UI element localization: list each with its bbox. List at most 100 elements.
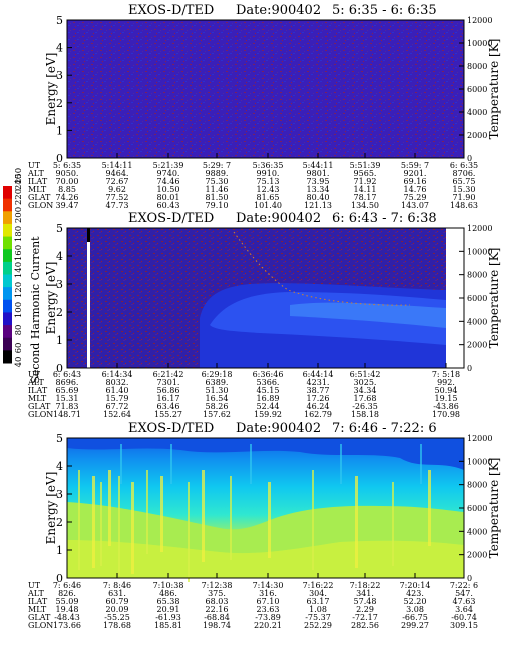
row-value: 47.63 (453, 597, 476, 606)
row-value: 47.73 (106, 201, 129, 210)
row-value: 9740. (157, 169, 180, 178)
row-value: 68.03 (206, 597, 229, 606)
row-value: -48.43 (54, 613, 80, 622)
row-value: 5:59: 7 (401, 161, 429, 170)
row-value: 159.92 (254, 410, 282, 419)
row-value: 77.52 (106, 193, 129, 202)
row-value: 16.89 (257, 394, 280, 403)
row-value: 6: 6:35 (450, 161, 478, 170)
y-tick-label: 4 (56, 250, 63, 263)
row-value: 81.50 (206, 193, 229, 202)
y-axis-label: Energy [eV] (44, 262, 58, 335)
row-value: 13.34 (307, 185, 330, 194)
row-value: 9201. (404, 169, 427, 178)
row-value: 5:36:35 (253, 161, 284, 170)
row-value: 9050. (56, 169, 79, 178)
row-value: 17.26 (307, 394, 330, 403)
row-label: ALT (27, 378, 44, 387)
row-value: 6:29:18 (202, 370, 233, 379)
row-value: 992. (437, 378, 455, 387)
row-value: 52.20 (404, 597, 427, 606)
row-value: 7:14:30 (253, 581, 284, 590)
y-tick-label: 2 (56, 306, 63, 319)
colorbar-tick-label: 200 (14, 207, 24, 223)
row-value: 185.81 (154, 621, 182, 630)
y-tick-label: 3 (56, 278, 63, 291)
colorbar-segment (3, 287, 12, 301)
y-tick-label: 4 (56, 42, 63, 55)
row-value: 309.15 (450, 621, 478, 630)
row-value: 173.66 (53, 621, 81, 630)
row-value: 65.75 (453, 177, 476, 186)
row-value: 252.29 (304, 621, 332, 630)
colorbar-label: Second Harmonic Current (29, 236, 42, 384)
row-value: -43.86 (433, 402, 459, 411)
row-value: 6389. (206, 378, 229, 387)
row-value: 55.09 (56, 597, 79, 606)
row-value: 17.68 (354, 394, 377, 403)
panel-time-range: 7: 6:46 - 7:22: 6 (332, 421, 437, 436)
row-value: 15.31 (56, 394, 79, 403)
y2-tick-label: 8000 (467, 271, 487, 280)
colorbar-segment (3, 312, 12, 326)
row-value: -66.75 (402, 613, 428, 622)
row-value: 3.64 (455, 605, 473, 614)
row-value: 121.13 (304, 201, 332, 210)
row-value: 67.10 (257, 597, 280, 606)
colorbar-tick-label: 180 (14, 226, 24, 242)
y2-tick-label: 0 (467, 154, 472, 163)
row-value: 282.56 (351, 621, 379, 630)
colorbar-tick-label: 140 (14, 262, 24, 278)
row-value: 3.08 (406, 605, 424, 614)
y-tick-label: 5 (56, 222, 63, 235)
row-value: -55.25 (104, 613, 130, 622)
y-tick-label: 5 (56, 14, 63, 27)
row-value: 5:14:11 (102, 161, 133, 170)
panel-date: Date:900402 (236, 3, 321, 18)
panel-title: EXOS-D/TED (128, 3, 214, 18)
row-value: 152.64 (103, 410, 131, 419)
y2-tick-label: 10000 (467, 457, 492, 466)
colorbar-segment (3, 223, 12, 238)
colorbar-tick-label: 80 (14, 325, 24, 336)
y-tick-label: 1 (56, 544, 63, 557)
row-value: 304. (309, 589, 327, 598)
y2-tick-label: 8000 (467, 481, 487, 490)
row-value: -26.35 (352, 402, 378, 411)
panel-2 (66, 227, 465, 369)
row-label: ILAT (28, 386, 48, 395)
row-value: 81.65 (257, 193, 280, 202)
colorbar-segment (3, 299, 12, 313)
row-value: 72.67 (106, 177, 129, 186)
panel-3-streak (78, 470, 80, 570)
panel-3-streak (420, 444, 422, 484)
row-value: 74.46 (157, 177, 180, 186)
y-tick-label: 2 (56, 516, 63, 529)
row-value: 9801. (307, 169, 330, 178)
row-value: 486. (159, 589, 177, 598)
y2-tick-label: 12000 (467, 434, 492, 443)
panel-title: EXOS-D/TED (128, 211, 214, 226)
row-label: GLAT (28, 613, 51, 622)
row-value: 51.30 (206, 386, 229, 395)
row-value: 6:14:34 (102, 370, 133, 379)
row-label: UT (28, 161, 41, 170)
y2-tick-label: 12000 (467, 224, 492, 233)
row-value: 826. (58, 589, 76, 598)
row-value: 57.48 (354, 597, 377, 606)
colorbar-segment (3, 325, 12, 339)
row-value: 8.85 (58, 185, 76, 194)
y2-tick-label: 0 (467, 574, 472, 583)
row-value: 547. (455, 589, 473, 598)
row-value: 75.30 (206, 177, 229, 186)
row-label: GLAT (28, 402, 51, 411)
row-value: 7301. (157, 378, 180, 387)
row-value: 56.86 (157, 386, 180, 395)
row-value: 7:16:22 (303, 581, 334, 590)
y2-axis-label: Temperature [K] (487, 248, 501, 349)
row-value: 16.17 (157, 394, 180, 403)
panel-3-streak (250, 444, 252, 484)
row-value: 148.63 (450, 201, 478, 210)
row-value: 19.15 (435, 394, 458, 403)
